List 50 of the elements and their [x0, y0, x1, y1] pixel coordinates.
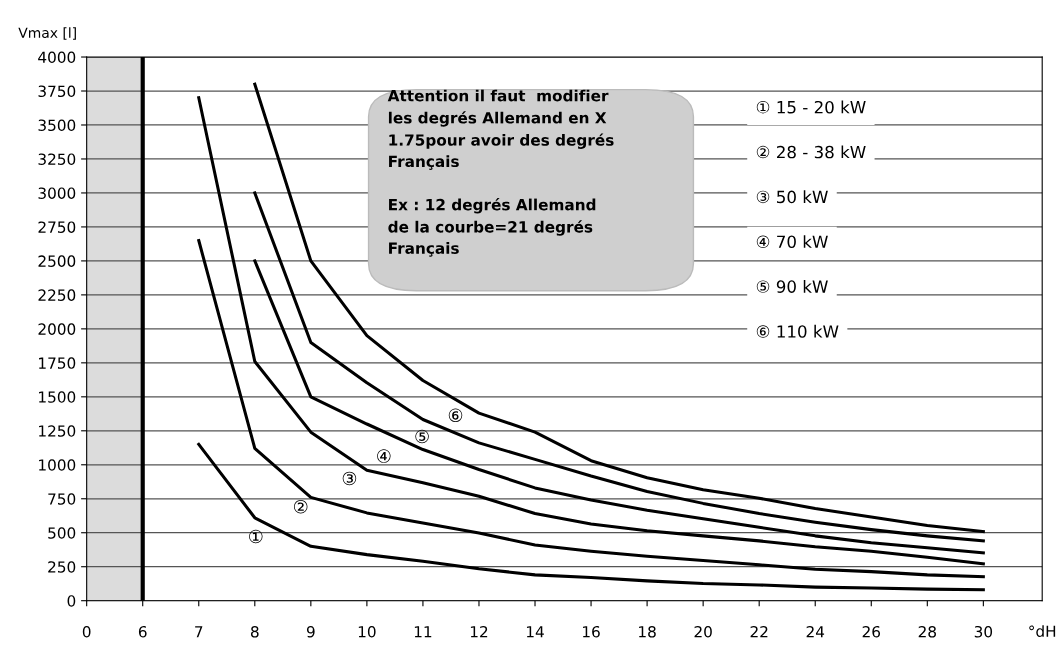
y-tick-label: 4000	[38, 51, 76, 64]
x-tick-label: 28	[918, 625, 936, 638]
annotation: ⑥	[448, 408, 463, 423]
x-tick-label: 8	[250, 625, 259, 638]
x-tick-label: 14	[526, 626, 544, 638]
y-tick-label: 1250	[39, 425, 76, 437]
x-tick-label: 16	[583, 625, 600, 638]
x-axis-title: °dH	[1029, 625, 1056, 637]
y-tick-label: 3000	[38, 187, 76, 199]
annotation: ① 15 - 20 kW	[756, 100, 866, 114]
y-tick-label: 2250	[38, 289, 76, 301]
y-tick-label: 500	[48, 527, 76, 539]
y-tick-label: 750	[48, 493, 76, 505]
x-tick-label: 26	[862, 625, 881, 638]
annotation: ⑤	[415, 429, 429, 444]
annotation: ③ 50 kW	[756, 190, 828, 204]
x-tick-label: 18	[639, 625, 656, 638]
x-tick-label: 0	[82, 625, 91, 638]
x-tick-label: 12	[470, 625, 488, 638]
x-tick-label: 6	[138, 625, 147, 638]
x-tick-label: 7	[195, 626, 203, 638]
y-tick-label: 2500	[38, 255, 76, 267]
y-tick-label: 1000	[39, 459, 76, 471]
annotation: ③	[342, 471, 357, 486]
line-series	[197, 442, 985, 592]
y-tick-label: 250	[48, 561, 76, 573]
x-tick-label: 22	[750, 625, 768, 638]
x-tick-label: 11	[414, 626, 432, 638]
x-tick-label: 24	[806, 625, 825, 638]
y-tick-label: 3750	[38, 85, 76, 98]
x-tick-label: 9	[306, 625, 315, 638]
annotation: ⑤ 90 kW	[756, 280, 828, 293]
y-tick-label: 2750	[38, 221, 76, 233]
y-tick-label: 1500	[39, 391, 76, 403]
annotation: ⑥ 110 kW	[756, 324, 839, 338]
annotation: ②	[293, 499, 308, 514]
y-tick-label: 0	[67, 595, 76, 607]
x-tick-label: 10	[358, 625, 376, 638]
y-tick-label: 3500	[38, 119, 76, 131]
annotation: ④	[377, 449, 391, 463]
y-tick-label: 3250	[38, 153, 76, 165]
y-axis-title: Vmax [l]	[18, 27, 76, 40]
text: Attention il faut modifier les degrés Allemand en X 1.75pour avoir des degrés Français Ex : 12 degrés Allemand de la courbe=21 degrés Français	[387, 89, 614, 257]
annotation: ② 28 - 38 kW	[756, 145, 866, 159]
annotation: ①	[249, 529, 263, 544]
x-tick-label: 20	[694, 625, 712, 638]
x-tick-label: 30	[974, 625, 993, 638]
y-tick-label: 1750	[39, 357, 76, 369]
annotation: ④ 70 kW	[756, 235, 828, 249]
y-tick-label: 2000	[38, 323, 76, 335]
